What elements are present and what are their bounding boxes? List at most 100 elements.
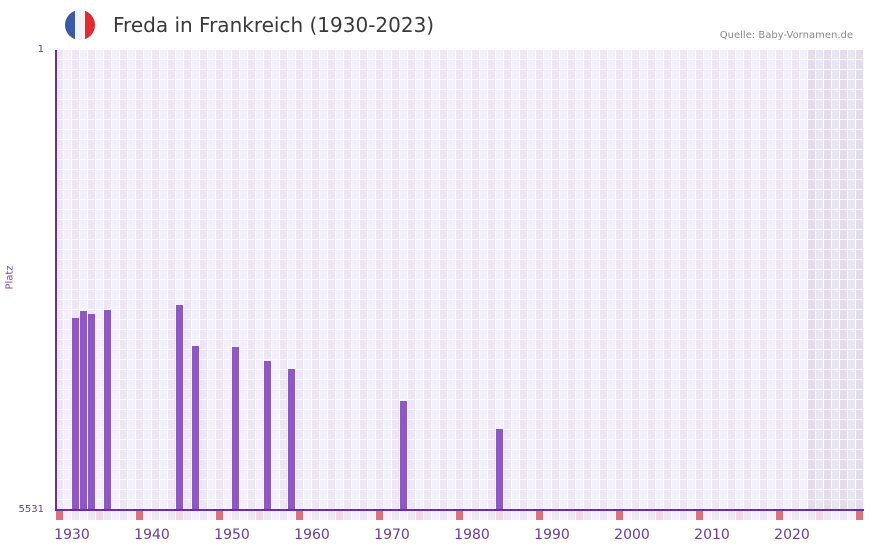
year-cell: [664, 511, 671, 520]
half-decade-marker: [656, 511, 663, 520]
year-cell: [424, 511, 431, 520]
x-axis-label-2020: 2020: [774, 527, 810, 543]
bar-1945[interactable]: [176, 305, 183, 510]
x-axis-label-1980: 1980: [454, 527, 490, 543]
decade-marker: [856, 511, 863, 520]
year-cell: [248, 511, 255, 520]
year-cell: [640, 511, 647, 520]
year-cell: [672, 511, 679, 520]
year-cell: [544, 511, 551, 520]
y-axis-top-label: 1: [37, 44, 44, 55]
year-cell: [728, 511, 735, 520]
year-cell: [72, 511, 79, 520]
year-cell: [680, 511, 687, 520]
year-cell: [832, 511, 839, 520]
year-cell: [480, 511, 487, 520]
decade-marker: [776, 511, 783, 520]
year-cell: [648, 511, 655, 520]
year-cell: [392, 511, 399, 520]
bar-1952[interactable]: [232, 347, 239, 510]
year-cell: [232, 511, 239, 520]
year-cell: [808, 511, 815, 520]
year-cell: [64, 511, 71, 520]
year-cell: [688, 511, 695, 520]
year-cell: [184, 511, 191, 520]
half-decade-marker: [176, 511, 183, 520]
half-decade-marker: [496, 511, 503, 520]
year-cell: [128, 511, 135, 520]
flag-red-stripe: [85, 10, 95, 40]
year-cell: [440, 511, 447, 520]
year-cell: [112, 511, 119, 520]
half-decade-marker: [96, 511, 103, 520]
year-cell: [400, 511, 407, 520]
year-cell: [528, 511, 535, 520]
year-cell: [512, 511, 519, 520]
year-cell: [88, 511, 95, 520]
year-cell: [272, 511, 279, 520]
year-cell: [200, 511, 207, 520]
year-cell: [312, 511, 319, 520]
half-decade-marker: [336, 511, 343, 520]
year-cell: [624, 511, 631, 520]
source-credit: Quelle: Baby-Vornamen.de: [719, 30, 853, 41]
half-decade-marker: [576, 511, 583, 520]
year-cell: [632, 511, 639, 520]
decade-marker: [456, 511, 463, 520]
year-cell: [360, 511, 367, 520]
x-axis-label-2000: 2000: [614, 527, 650, 543]
year-cell: [192, 511, 199, 520]
year-cell: [600, 511, 607, 520]
year-cell: [208, 511, 215, 520]
year-cell: [288, 511, 295, 520]
year-cell: [488, 511, 495, 520]
decade-marker: [616, 511, 623, 520]
year-cell: [240, 511, 247, 520]
bar-1934[interactable]: [88, 314, 95, 510]
x-axis-label-2010: 2010: [694, 527, 730, 543]
year-cell: [344, 511, 351, 520]
year-cell: [152, 511, 159, 520]
year-cell: [840, 511, 847, 520]
bar-1932[interactable]: [72, 318, 79, 510]
half-decade-marker: [416, 511, 423, 520]
y-axis-line: [55, 50, 57, 511]
year-cell: [568, 511, 575, 520]
year-cell: [560, 511, 567, 520]
decade-marker: [536, 511, 543, 520]
decade-marker: [136, 511, 143, 520]
bar-1933[interactable]: [80, 311, 87, 510]
year-cell: [592, 511, 599, 520]
bar-1985[interactable]: [496, 428, 503, 510]
year-cell: [224, 511, 231, 520]
year-cell: [120, 511, 127, 520]
year-cell: [384, 511, 391, 520]
bar-1956[interactable]: [264, 361, 271, 510]
year-cell: [352, 511, 359, 520]
year-cell: [144, 511, 151, 520]
x-axis-label-1970: 1970: [374, 527, 410, 543]
bar-1936[interactable]: [104, 310, 111, 510]
flag-white-stripe: [75, 10, 85, 40]
year-cell: [552, 511, 559, 520]
decade-marker: [696, 511, 703, 520]
year-cell: [504, 511, 511, 520]
bar-1947[interactable]: [192, 346, 199, 510]
year-cell: [104, 511, 111, 520]
year-cell: [752, 511, 759, 520]
year-cell: [80, 511, 87, 520]
year-cell: [792, 511, 799, 520]
year-cell: [584, 511, 591, 520]
x-axis-label-1990: 1990: [534, 527, 570, 543]
half-decade-marker: [736, 511, 743, 520]
x-axis-line: [55, 509, 864, 511]
france-flag-icon: [65, 10, 95, 40]
year-cell: [368, 511, 375, 520]
chart-title: Freda in Frankreich (1930-2023): [113, 13, 435, 37]
y-axis-title: Platz: [4, 265, 16, 290]
y-axis-bottom-label: 5531: [18, 504, 44, 515]
bar-1973[interactable]: [400, 401, 407, 510]
bar-1959[interactable]: [288, 369, 295, 510]
x-axis-label-1960: 1960: [294, 527, 330, 543]
x-axis-label-1940: 1940: [134, 527, 170, 543]
